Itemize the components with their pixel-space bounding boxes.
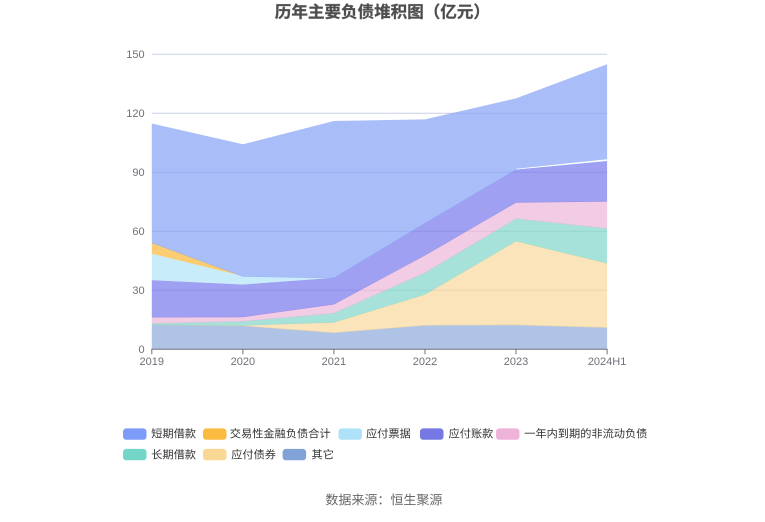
svg-text:0: 0 [138, 344, 144, 356]
svg-text:2019: 2019 [140, 356, 164, 368]
svg-text:150: 150 [126, 49, 144, 61]
svg-text:2022: 2022 [413, 356, 437, 368]
svg-text:90: 90 [132, 167, 144, 179]
svg-text:2020: 2020 [231, 356, 255, 368]
svg-text:30: 30 [132, 285, 144, 297]
svg-text:60: 60 [132, 226, 144, 238]
svg-text:2024H1: 2024H1 [588, 356, 627, 368]
svg-text:120: 120 [126, 108, 144, 120]
svg-text:2023: 2023 [504, 356, 528, 368]
svg-text:2021: 2021 [322, 356, 346, 368]
